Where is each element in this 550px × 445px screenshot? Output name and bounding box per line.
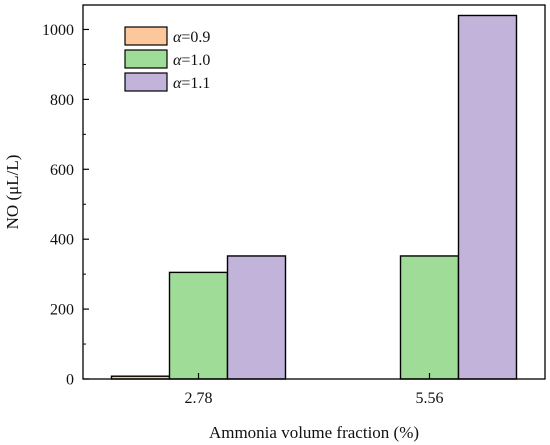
bar-series2-cat2 — [399, 255, 460, 380]
y-tick-label-800: 800 — [50, 92, 74, 109]
legend-label-2: α=1.0 — [173, 52, 210, 69]
y-tick-label-600: 600 — [50, 162, 74, 179]
legend-swatch-3 — [124, 72, 168, 92]
y-tick-label-0: 0 — [66, 372, 74, 389]
y-tick-label-200: 200 — [50, 302, 74, 319]
y-axis: 0 200 400 600 800 1000 — [42, 22, 89, 389]
y-tick-label-400: 400 — [50, 232, 74, 249]
x-tick-label-2: 5.56 — [416, 390, 444, 407]
bar-series3-cat2 — [457, 14, 518, 380]
x-axis: 2.78 5.56 — [185, 373, 444, 407]
bar-series3-cat1 — [226, 255, 287, 380]
plot-frame — [82, 4, 546, 380]
legend: α=0.9α=1.0α=1.1 — [124, 26, 210, 92]
bar-series2-cat1 — [168, 271, 229, 380]
legend-symbol: α — [173, 29, 182, 46]
legend-swatch-1 — [124, 26, 168, 46]
x-axis-label: Ammonia volume fraction (%) — [209, 423, 419, 442]
legend-swatch-2 — [124, 49, 168, 69]
x-tick-label-1: 2.78 — [185, 390, 213, 407]
bars-layer — [110, 14, 518, 380]
legend-value: =0.9 — [181, 29, 210, 46]
y-axis-label: NO (μL/L) — [3, 155, 22, 230]
legend-value: =1.1 — [181, 75, 210, 92]
legend-symbol: α — [173, 75, 182, 92]
legend-label-1: α=0.9 — [173, 29, 210, 46]
y-tick-label-1000: 1000 — [42, 22, 74, 39]
legend-label-3: α=1.1 — [173, 75, 210, 92]
legend-value: =1.0 — [181, 52, 210, 69]
legend-symbol: α — [173, 52, 182, 69]
